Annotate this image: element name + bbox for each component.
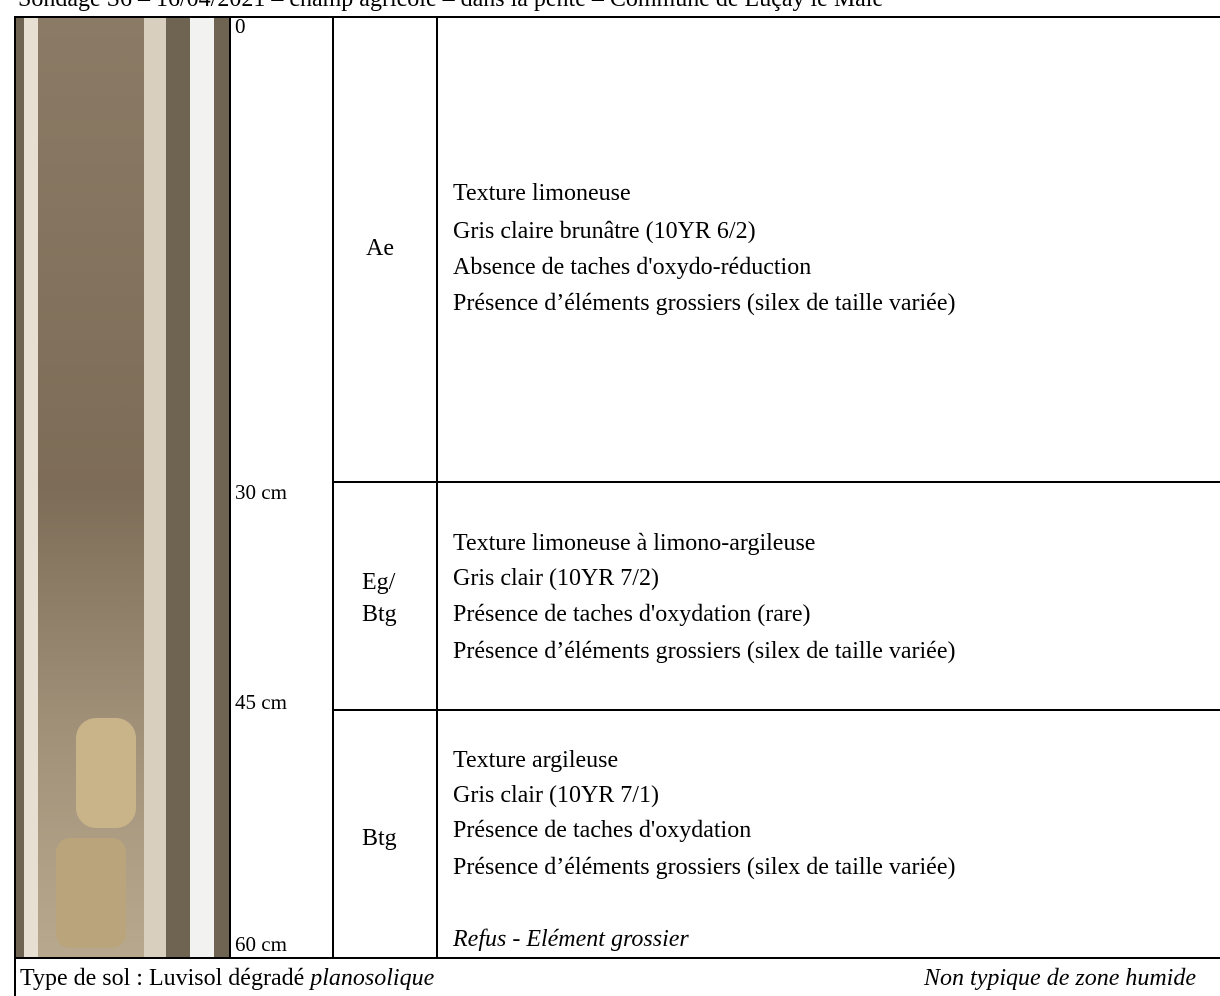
horizon-name: Eg/ <box>362 569 396 595</box>
description-line: Texture limoneuse <box>453 180 631 206</box>
depth-label: 60 cm <box>235 932 287 956</box>
soil-type-text: Type de sol : Luvisol dégradé <box>20 965 311 991</box>
soil-type: Type de sol : Luvisol dégradé planosoliq… <box>20 964 434 992</box>
conclusion: Non typique de zone humide <box>924 965 1196 991</box>
description-line: Absence de taches d'oxydo-réduction <box>453 254 812 280</box>
horizon-name: Ae <box>366 235 394 261</box>
description-line: Gris claire brunâtre (10YR 6/2) <box>453 218 756 244</box>
description-line: Gris clair (10YR 7/2) <box>453 565 659 591</box>
depth-label: 45 cm <box>235 690 287 714</box>
description-line: Présence de taches d'oxydation <box>453 817 752 843</box>
horizon-name: Btg <box>362 825 397 851</box>
description-line: Présence d’éléments grossiers (silex de … <box>453 290 956 316</box>
description-line: Texture argileuse <box>453 747 619 773</box>
description-line: Présence d’éléments grossiers (silex de … <box>453 638 956 664</box>
description-line: Texture limoneuse à limono-argileuse <box>453 530 816 556</box>
horizon-note: Refus - Elément grossier <box>453 926 689 952</box>
soil-photo <box>16 18 230 958</box>
horizon-name: Btg <box>362 601 397 627</box>
header-title: Sondage S6 – 16/04/2021 – champ agricole… <box>18 0 883 13</box>
description-line: Présence de taches d'oxydation (rare) <box>453 601 811 627</box>
depth-label: 30 cm <box>235 480 287 504</box>
description-line: Gris clair (10YR 7/1) <box>453 782 659 808</box>
soil-type-qualifier: planosolique <box>310 965 435 991</box>
description-line: Présence d’éléments grossiers (silex de … <box>453 854 956 880</box>
depth-label: 0 <box>235 14 246 38</box>
